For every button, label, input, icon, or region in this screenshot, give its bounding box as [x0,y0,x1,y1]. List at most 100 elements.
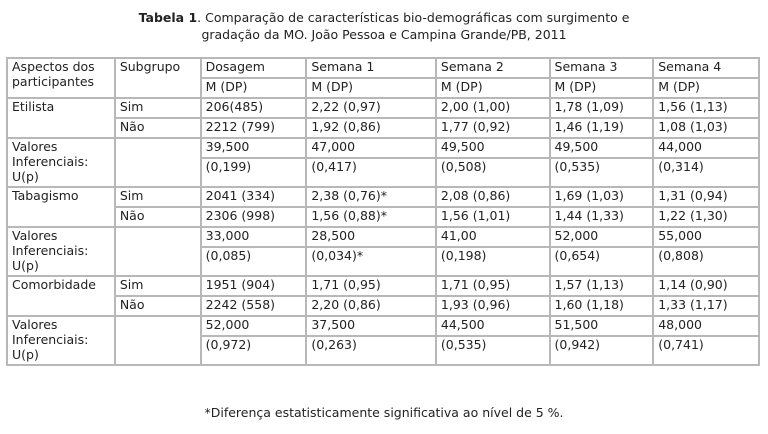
table-row: Não 2242 (558) 2,20 (0,86) 1,93 (0,96) 1… [7,296,759,316]
empty-subgroup-cell [114,227,201,276]
u-value-cell: 51,500 [549,316,654,336]
header-aspects: Aspectos dos participantes [7,58,115,98]
u-value-cell: 49,500 [549,138,654,158]
unit-cell: M (DP) [653,78,759,98]
p-value-cell: (0,972) [200,336,307,365]
empty-subgroup-cell [114,316,201,365]
u-value-cell: 47,000 [306,138,436,158]
subgroup-cell: Sim [114,98,201,118]
subgroup-cell: Não [114,118,201,138]
unit-cell: M (DP) [435,78,550,98]
u-value-cell: 55,000 [653,227,759,247]
value-cell: 1,56 (1,13) [653,98,759,118]
p-value-cell: (0,085) [200,247,307,276]
inference-label: Valores Inferenciais: U(p) [7,227,115,276]
p-value-cell: (0,417) [306,158,436,187]
p-value-cell: (0,535) [435,336,550,365]
header-col-semana-4: Semana 4 [653,58,759,78]
value-cell: 2,00 (1,00) [435,98,550,118]
value-cell: 1,44 (1,33) [549,207,654,227]
value-cell: 206(485) [200,98,307,118]
p-value-cell: (0,808) [653,247,759,276]
value-cell: 2,22 (0,97) [306,98,436,118]
inference-label: Valores Inferenciais: U(p) [7,138,115,187]
p-value-cell: (0,314) [653,158,759,187]
table-row: Não 2306 (998) 1,56 (0,88)* 1,56 (1,01) … [7,207,759,227]
p-value-cell: (0,508) [435,158,550,187]
value-cell: 1,46 (1,19) [549,118,654,138]
table-row: Não 2212 (799) 1,92 (0,86) 1,77 (0,92) 1… [7,118,759,138]
subgroup-cell: Não [114,296,201,316]
inference-row-u: Valores Inferenciais: U(p) 39,500 47,000… [7,138,759,187]
value-cell: 2,08 (0,86) [435,187,550,207]
unit-row: M (DP) M (DP) M (DP) M (DP) M (DP) [7,78,759,98]
unit-cell: M (DP) [306,78,436,98]
header-col-semana-2: Semana 2 [435,58,550,78]
aspect-label: Comorbidade [7,276,115,316]
table-row: Tabagismo Sim 2041 (334) 2,38 (0,76)* 2,… [7,187,759,227]
inference-label: Valores Inferenciais: U(p) [7,316,115,365]
value-cell: 2,38 (0,76)* [306,187,436,207]
value-cell: 1,56 (1,01) [435,207,550,227]
u-value-cell: 37,500 [306,316,436,336]
caption-line-2: gradação da MO. João Pessoa e Campina Gr… [201,27,567,42]
value-cell: 1,92 (0,86) [306,118,436,138]
value-cell: 1,56 (0,88)* [306,207,436,227]
value-cell: 2041 (334) [200,187,307,207]
unit-cell: M (DP) [200,78,307,98]
header-col-semana-1: Semana 1 [306,58,436,78]
p-value-cell: (0,263) [306,336,436,365]
u-value-cell: 52,000 [549,227,654,247]
value-cell: 2212 (799) [200,118,307,138]
value-cell: 1,33 (1,17) [653,296,759,316]
u-value-cell: 44,500 [435,316,550,336]
aspect-label: Etilista [7,98,115,138]
table-caption: Tabela 1. Comparação de características … [0,9,768,43]
u-value-cell: 39,500 [200,138,307,158]
value-cell: 1,78 (1,09) [549,98,654,118]
table-row: Comorbidade Sim 1951 (904) 1,71 (0,95) 1… [7,276,759,316]
subgroup-cell: Não [114,207,201,227]
value-cell: 2242 (558) [200,296,307,316]
p-value-cell: (0,199) [200,158,307,187]
unit-cell: M (DP) [549,78,654,98]
value-cell: 1,60 (1,18) [549,296,654,316]
u-value-cell: 49,500 [435,138,550,158]
caption-text-1: . Comparação de características bio-demo… [197,10,630,25]
footnote: *Diferença estatisticamente significativ… [204,405,564,420]
header-col-dosagem: Dosagem [200,58,307,78]
value-cell: 1,14 (0,90) [653,276,759,296]
p-value-cell: (0,654) [549,247,654,276]
value-cell: 2306 (998) [200,207,307,227]
value-cell: 1951 (904) [200,276,307,296]
u-value-cell: 44,000 [653,138,759,158]
caption-label: Tabela 1 [138,10,198,25]
u-value-cell: 41,00 [435,227,550,247]
value-cell: 1,71 (0,95) [306,276,436,296]
p-value-cell: (0,741) [653,336,759,365]
value-cell: 1,31 (0,94) [653,187,759,207]
subgroup-cell: Sim [114,276,201,296]
value-cell: 1,69 (1,03) [549,187,654,207]
value-cell: 1,93 (0,96) [435,296,550,316]
inference-row-p: (0,199) (0,417) (0,508) (0,535) (0,314) [7,158,759,187]
inference-row-p: (0,085) (0,034)* (0,198) (0,654) (0,808) [7,247,759,276]
inference-row-p: (0,972) (0,263) (0,535) (0,942) (0,741) [7,336,759,365]
p-value-cell: (0,942) [549,336,654,365]
p-value-cell: (0,034)* [306,247,436,276]
p-value-cell: (0,535) [549,158,654,187]
value-cell: 1,77 (0,92) [435,118,550,138]
empty-subgroup-cell [114,138,201,187]
header-col-semana-3: Semana 3 [549,58,654,78]
table-row: Etilista Sim 206(485) 2,22 (0,97) 2,00 (… [7,98,759,138]
inference-row-u: Valores Inferenciais: U(p) 52,000 37,500… [7,316,759,365]
header-subgroup: Subgrupo [114,58,201,98]
subgroup-cell: Sim [114,187,201,207]
value-cell: 1,08 (1,03) [653,118,759,138]
aspect-label: Tabagismo [7,187,115,227]
p-value-cell: (0,198) [435,247,550,276]
data-table: Aspectos dos participantes Subgrupo Dosa… [6,57,760,366]
value-cell: 1,22 (1,30) [653,207,759,227]
u-value-cell: 52,000 [200,316,307,336]
value-cell: 1,57 (1,13) [549,276,654,296]
